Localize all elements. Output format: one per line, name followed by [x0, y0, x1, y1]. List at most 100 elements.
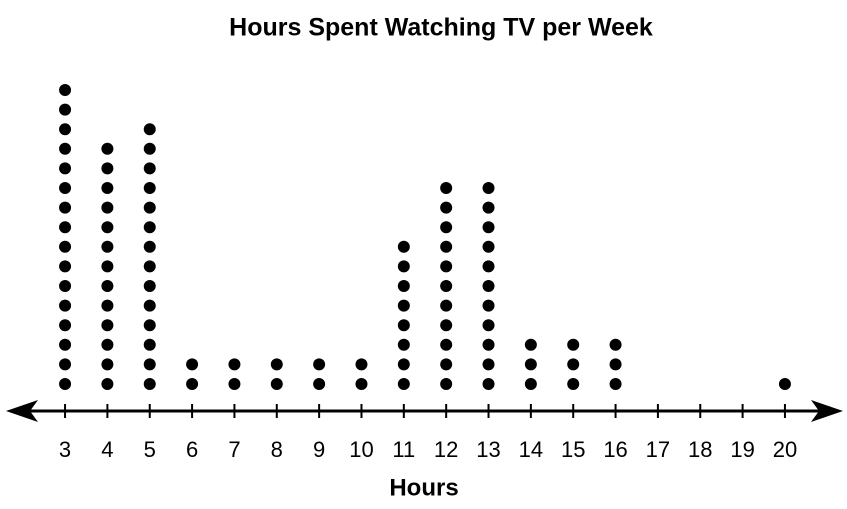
dot: [397, 260, 410, 273]
dot: [482, 240, 495, 253]
dot: [440, 338, 453, 351]
dot: [101, 338, 114, 351]
dot: [101, 142, 114, 155]
dot: [270, 358, 283, 371]
dot: [228, 378, 241, 390]
dot: [59, 162, 72, 175]
dot: [567, 378, 580, 390]
dot: [524, 378, 537, 390]
dot: [440, 221, 453, 234]
dot: [143, 240, 156, 253]
dot: [186, 358, 199, 371]
dot: [101, 358, 114, 371]
dot: [59, 103, 72, 116]
dot: [440, 299, 453, 312]
dot: [59, 84, 72, 96]
dot: [143, 221, 156, 234]
x-tick-label: 20: [773, 437, 797, 462]
dot: [482, 299, 495, 312]
x-axis-label: Hours: [389, 474, 458, 501]
dot: [59, 201, 72, 214]
x-tick-label: 8: [271, 437, 283, 462]
dot: [59, 260, 72, 273]
dot: [778, 378, 791, 390]
dot: [143, 142, 156, 155]
dot: [186, 378, 199, 390]
dot: [355, 378, 368, 390]
dot: [143, 280, 156, 292]
dot: [440, 319, 453, 332]
dot: [143, 201, 156, 214]
dot: [397, 358, 410, 371]
dot: [397, 338, 410, 351]
dot: [59, 123, 72, 136]
dot: [482, 221, 495, 234]
dot: [143, 299, 156, 312]
dot: [101, 280, 114, 292]
dot: [59, 280, 72, 292]
x-tick-label: 10: [349, 437, 373, 462]
chart-title: Hours Spent Watching TV per Week: [229, 14, 653, 42]
dot: [524, 358, 537, 371]
dot: [270, 378, 283, 390]
dot: [143, 182, 156, 194]
dot: [397, 319, 410, 332]
dot: [524, 338, 537, 351]
dot: [59, 182, 72, 194]
dot: [101, 162, 114, 175]
dot: [482, 201, 495, 214]
dot: [440, 358, 453, 371]
axis-arrow-left: [6, 400, 38, 422]
dot: [101, 378, 114, 390]
x-tick-label: 13: [476, 437, 500, 462]
dot: [59, 299, 72, 312]
dot: [397, 240, 410, 253]
dot: [101, 182, 114, 194]
dot: [143, 338, 156, 351]
x-tick-label: 7: [228, 437, 240, 462]
dot: [143, 358, 156, 371]
x-tick-label: 5: [144, 437, 156, 462]
dot: [143, 378, 156, 390]
axis-arrow-right: [811, 400, 843, 422]
dot: [59, 358, 72, 371]
dot: [143, 123, 156, 136]
dot: [101, 240, 114, 253]
dot: [609, 338, 622, 351]
x-tick-label: 9: [313, 437, 325, 462]
dot: [440, 260, 453, 273]
dot: [397, 280, 410, 292]
x-tick-label: 15: [561, 437, 585, 462]
x-tick-label: 14: [519, 437, 543, 462]
dot: [143, 319, 156, 332]
dot: [313, 378, 326, 390]
dot: [59, 338, 72, 351]
x-tick-label: 16: [603, 437, 627, 462]
dot: [482, 378, 495, 390]
dot: [101, 260, 114, 273]
dot: [143, 260, 156, 273]
dot: [101, 299, 114, 312]
dot: [397, 299, 410, 312]
dot: [440, 182, 453, 194]
dot: [482, 358, 495, 371]
dot: [482, 338, 495, 351]
dot: [440, 280, 453, 292]
dot: [482, 260, 495, 273]
x-tick-label: 18: [688, 437, 712, 462]
x-tick-label: 17: [646, 437, 670, 462]
dot: [59, 221, 72, 234]
dot: [101, 201, 114, 214]
dot: [567, 338, 580, 351]
dot: [567, 358, 580, 371]
x-tick-label: 6: [186, 437, 198, 462]
x-tick-label: 11: [392, 437, 415, 462]
x-tick-label: 3: [59, 437, 71, 462]
dot: [101, 221, 114, 234]
dot: [482, 182, 495, 194]
dot: [397, 378, 410, 390]
dot: [609, 378, 622, 390]
dot: [440, 240, 453, 253]
dot: [440, 378, 453, 390]
